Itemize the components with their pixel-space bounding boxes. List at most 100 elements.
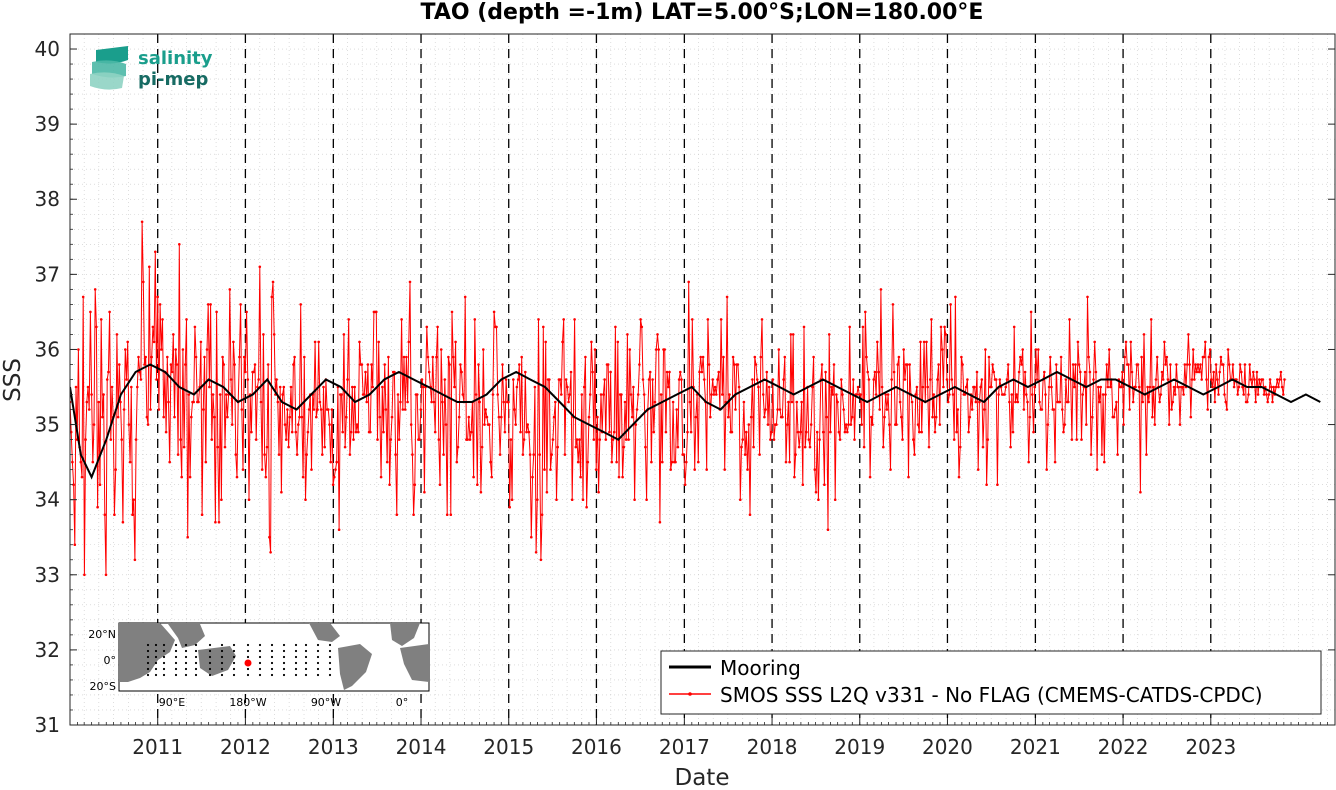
smos-point xyxy=(1205,378,1208,381)
smos-point xyxy=(491,393,495,396)
smos-point xyxy=(463,295,467,299)
smos-point xyxy=(193,325,197,329)
smos-point xyxy=(137,355,140,359)
smos-point xyxy=(1243,363,1247,366)
smos-point xyxy=(104,573,108,577)
smos-point xyxy=(616,340,620,344)
smos-point xyxy=(1088,370,1092,374)
logo-line1: salinity xyxy=(138,48,213,69)
smos-point xyxy=(791,333,795,336)
smos-point xyxy=(1271,400,1274,404)
smos-point xyxy=(229,378,233,381)
inset-mooring-dot xyxy=(304,667,308,671)
smos-point xyxy=(149,408,152,411)
inset-mooring-dot xyxy=(316,643,320,647)
inset-mooring-dot xyxy=(270,655,274,659)
smos-point xyxy=(1171,400,1175,404)
smos-point xyxy=(265,445,269,449)
smos-point xyxy=(103,513,107,516)
smos-point xyxy=(91,460,95,464)
smos-point xyxy=(327,408,330,411)
smos-point xyxy=(540,513,544,516)
smos-point xyxy=(298,415,301,419)
smos-point xyxy=(101,415,104,419)
smos-point xyxy=(840,378,843,381)
x-tick-label: 2016 xyxy=(571,735,622,759)
smos-point xyxy=(354,430,358,434)
inset-mooring-dot xyxy=(154,661,158,665)
smos-point xyxy=(745,430,748,434)
smos-point xyxy=(838,438,842,441)
smos-point xyxy=(629,393,633,396)
smos-point xyxy=(1232,385,1236,389)
smos-point xyxy=(126,340,129,344)
smos-point xyxy=(682,453,686,456)
smos-point xyxy=(364,370,367,374)
smos-point xyxy=(538,453,541,456)
inset-mooring-dot xyxy=(174,667,178,671)
smos-point xyxy=(1124,340,1128,344)
smos-point xyxy=(889,468,892,471)
inset-mooring-dot xyxy=(246,667,250,671)
smos-point xyxy=(795,400,799,404)
smos-point xyxy=(860,423,863,426)
smos-point xyxy=(437,438,441,441)
inset-mooring-dot xyxy=(270,649,274,653)
smos-point xyxy=(558,378,562,381)
smos-point xyxy=(855,393,859,396)
smos-point xyxy=(1211,385,1214,389)
smos-point xyxy=(1145,453,1148,456)
smos-point xyxy=(550,453,553,456)
smos-point xyxy=(667,385,670,389)
smos-point xyxy=(136,385,139,389)
inset-mooring-dot xyxy=(220,661,224,665)
smos-point xyxy=(915,385,919,389)
smos-point xyxy=(634,423,638,426)
smos-point xyxy=(395,513,399,516)
smos-point xyxy=(450,310,454,314)
smos-point xyxy=(1253,378,1256,381)
smos-point xyxy=(382,430,385,434)
smos-point xyxy=(699,355,702,359)
smos-point xyxy=(611,438,615,441)
smos-point xyxy=(658,520,662,524)
smos-point xyxy=(419,408,423,411)
smos-point xyxy=(204,460,208,464)
smos-point xyxy=(598,438,602,441)
smos-point xyxy=(964,385,968,389)
smos-point xyxy=(621,475,624,479)
inset-mooring-dot xyxy=(246,649,250,653)
smos-point xyxy=(512,378,515,381)
smos-point xyxy=(796,430,800,434)
smos-point xyxy=(910,400,914,404)
smos-point xyxy=(1020,363,1023,366)
smos-point xyxy=(214,520,217,524)
smos-point xyxy=(1170,408,1173,411)
inset-mooring-dot xyxy=(208,661,212,665)
inset-mooring-dot xyxy=(232,649,236,653)
inset-mooring-dot xyxy=(184,649,188,653)
smos-point xyxy=(260,468,264,471)
smos-point xyxy=(590,340,593,344)
smos-point xyxy=(664,430,668,434)
smos-point xyxy=(174,348,177,351)
smos-point xyxy=(633,498,636,502)
smos-point xyxy=(757,385,760,389)
smos-point xyxy=(294,430,298,434)
smos-point xyxy=(124,348,127,351)
smos-point xyxy=(754,363,758,366)
smos-point xyxy=(175,363,179,366)
smos-point xyxy=(850,415,854,419)
inset-lat-label: 20°N xyxy=(88,628,116,641)
smos-point xyxy=(661,460,664,464)
smos-point xyxy=(224,393,228,396)
smos-point xyxy=(488,423,491,426)
smos-point xyxy=(478,400,482,404)
inset-mooring-dot xyxy=(146,655,150,659)
smos-point xyxy=(1028,415,1032,419)
smos-point xyxy=(952,438,956,441)
smos-point xyxy=(510,498,514,502)
inset-mooring-dot xyxy=(174,649,178,653)
smos-point xyxy=(513,408,516,411)
smos-point xyxy=(1083,370,1087,374)
